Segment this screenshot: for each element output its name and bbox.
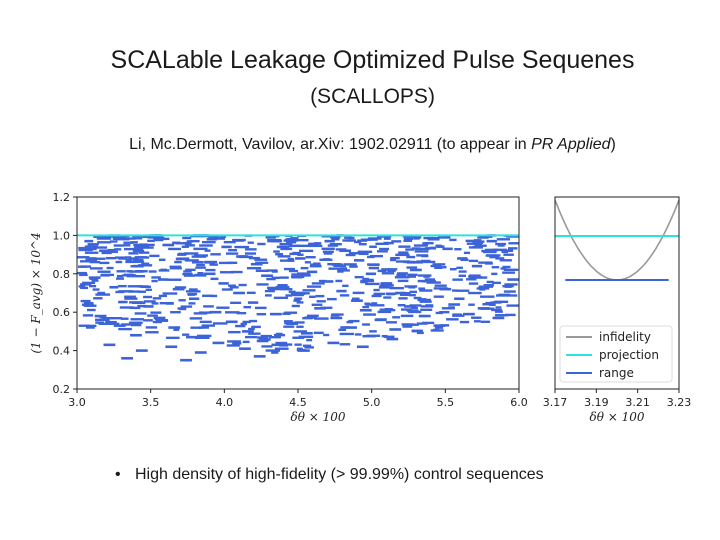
citation: Li, Mc.Dermott, Vavilov, ar.Xiv: 1902.02… [0,136,720,154]
slide-subtitle: (SCALLOPS) [310,85,435,108]
inset-x-tick-label: 3.23 [667,396,692,409]
y-axis-label: (1 − F_avg) × 10^4 [29,232,43,353]
citation-suffix: ) [610,136,616,153]
y-tick-label: 0.8 [53,268,71,281]
x-tick-label: 4.5 [289,396,307,409]
y-tick-label: 0.6 [53,306,71,319]
y-tick-label: 0.4 [53,345,71,358]
legend-label-infidelity: infidelity [599,330,651,344]
inset-x-tick-label: 3.19 [584,396,609,409]
inset-x-tick-label: 3.21 [625,396,650,409]
inset-plot-frame [554,196,680,390]
x-axis-label: δθ × 100 [290,410,345,424]
legend-label-range: range [599,366,634,380]
citation-journal: PR Applied [531,136,611,153]
legend-box [559,325,673,383]
x-tick-label: 5.0 [363,396,381,409]
x-tick-label: 5.5 [437,396,455,409]
y-tick-label: 1.2 [53,191,71,204]
main-scatter-plot: 3.0 3.5 4.0 4.5 5.0 5.5 6.0 0.2 0.4 0.6 0.8 1.0 1.2 δ… [29,191,528,424]
y-tick-label: 0.2 [53,383,71,396]
slide-title: SCALable Leakage Optimized Pulse Sequene… [110,46,635,74]
inset-x-tick-label: 3.17 [543,396,568,409]
bullet-item: • High density of high-fidelity (> 99.99%… [115,466,544,484]
x-tick-label: 3.0 [68,396,86,409]
x-tick-label: 6.0 [510,396,528,409]
inset-plot: 3.17 3.19 3.21 3.23 δθ × 100 infidelity projec… [543,196,692,424]
inset-x-axis-label: δθ × 100 [589,410,644,424]
citation-prefix: Li, Mc.Dermott, Vavilov, ar.Xiv: 1902.02… [129,136,532,153]
y-tick-label: 1.0 [53,229,71,242]
bullet-marker: • [115,466,121,483]
x-tick-label: 3.5 [142,396,160,409]
legend-label-projection: projection [599,348,659,362]
infidelity-curve [554,199,680,281]
x-tick-label: 4.0 [216,396,234,409]
bullet-text: High density of high-fidelity (> 99.99%)… [135,466,544,483]
